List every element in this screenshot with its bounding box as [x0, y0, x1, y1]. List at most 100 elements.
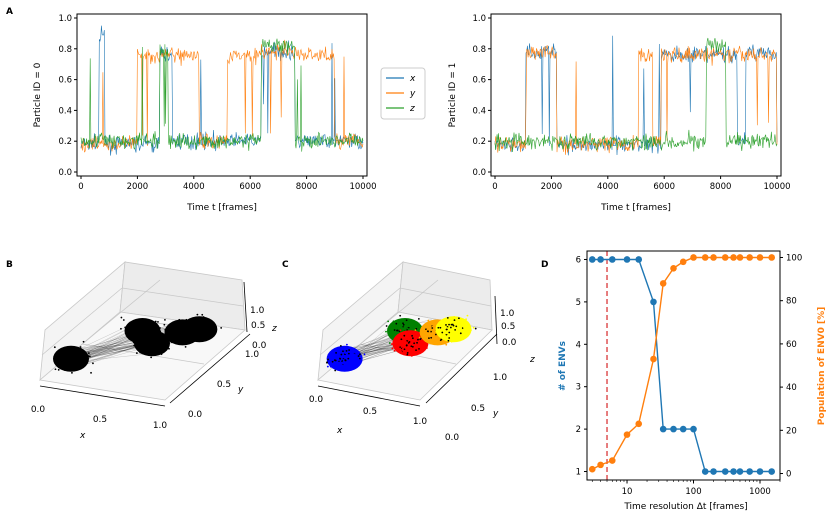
scatter-point: [146, 347, 148, 349]
scatter-point: [81, 357, 83, 359]
d-marker: [680, 259, 687, 266]
scatter-point: [58, 360, 60, 362]
scatter-point: [144, 344, 146, 346]
scatter-point: [137, 347, 139, 349]
scatter-point: [406, 324, 408, 326]
scatter-point: [428, 335, 430, 337]
scatter-point: [143, 345, 145, 347]
scatter-point: [393, 320, 395, 322]
scatter-point: [63, 360, 65, 362]
d-y2-tick-label: 20: [786, 426, 797, 436]
c-ylabel: y: [492, 409, 499, 419]
scatter-point: [415, 329, 417, 331]
scatter-point: [330, 356, 332, 358]
legend-y-label: y: [409, 89, 416, 99]
scatter-point: [456, 321, 458, 323]
x-tick-label: 2000: [541, 182, 563, 192]
scatter-point: [435, 331, 437, 333]
scatter-point: [334, 359, 336, 361]
scatter-point: [78, 350, 80, 352]
scatter-point: [72, 367, 74, 369]
scatter-point: [194, 333, 196, 335]
scatter-point: [148, 324, 150, 326]
scatter-point: [427, 320, 429, 322]
c-z-axis: 0.0 0.5 1.0 z: [495, 296, 535, 365]
scatter-point: [417, 339, 419, 341]
scatter-point: [430, 337, 432, 339]
scatter-point: [426, 347, 428, 349]
d-marker: [660, 426, 667, 433]
scatter-point: [156, 327, 158, 329]
scatter-point: [436, 335, 438, 337]
scatter-point: [453, 325, 455, 327]
d-line: [592, 260, 771, 472]
scatter-point: [72, 352, 74, 354]
scatter-point: [71, 355, 73, 357]
scatter-point: [171, 341, 173, 343]
d-marker: [768, 254, 775, 261]
scatter-point: [213, 330, 215, 332]
scatter-point: [451, 341, 453, 343]
scatter-point: [75, 349, 77, 351]
scatter-point: [435, 334, 437, 336]
scatter-point: [194, 328, 196, 330]
scatter-point: [441, 332, 443, 334]
scatter-point: [155, 321, 157, 323]
scatter-point: [459, 323, 461, 325]
scatter-point: [403, 326, 405, 328]
x-tick-label: 2000: [127, 182, 149, 192]
scatter-point: [400, 338, 402, 340]
scatter-point: [451, 334, 453, 336]
scatter-point: [400, 320, 402, 322]
scatter-point: [196, 314, 198, 316]
scatter-point: [431, 323, 433, 325]
scatter-point: [92, 362, 94, 364]
scatter-point: [80, 350, 82, 352]
scatter-point: [353, 363, 355, 365]
scatter-point: [426, 339, 428, 341]
d-marker: [737, 254, 744, 261]
scatter-point: [66, 362, 68, 364]
scatter-point: [206, 338, 208, 340]
scatter-point: [446, 320, 448, 322]
scatter-point: [447, 317, 449, 319]
scatter-point: [67, 365, 69, 367]
scatter-point: [158, 341, 160, 343]
scatter-point: [64, 357, 66, 359]
scatter-point: [200, 335, 202, 337]
scatter-point: [184, 324, 186, 326]
chart-c: 0.0 0.5 1.0 x 0.0 0.5 1.0 y 0.0 0.5 1.0 …: [309, 262, 535, 443]
legend-x-label: x: [409, 74, 416, 84]
scatter-point: [149, 351, 151, 353]
scatter-point: [434, 336, 436, 338]
scatter-point: [179, 332, 181, 334]
scatter-point: [165, 335, 167, 337]
scatter-point: [409, 347, 411, 349]
c-xtick-1: 0.5: [363, 407, 377, 417]
d-ylabel: # of ENVs: [558, 341, 568, 391]
d-marker: [746, 254, 753, 261]
scatter-point: [420, 344, 422, 346]
scatter-point: [64, 365, 66, 367]
scatter-point: [182, 322, 184, 324]
scatter-point: [149, 335, 151, 337]
scatter-point: [152, 334, 154, 336]
scatter-point: [139, 346, 141, 348]
scatter-point: [157, 321, 159, 323]
scatter-point: [401, 346, 403, 348]
scatter-point: [206, 328, 208, 330]
series-line-y: [81, 40, 363, 152]
scatter-point: [335, 352, 337, 354]
scatter-point: [353, 353, 355, 355]
d-marker: [680, 426, 687, 433]
scatter-point: [357, 360, 359, 362]
scatter-point: [62, 361, 64, 363]
scatter-point: [430, 329, 432, 331]
scatter-point: [411, 330, 413, 332]
scatter-point: [457, 331, 459, 333]
y-tick-label: 0.2: [472, 137, 486, 147]
scatter-point: [346, 356, 348, 358]
scatter-point: [176, 332, 178, 334]
scatter-point: [159, 327, 161, 329]
scatter-point: [332, 361, 334, 363]
